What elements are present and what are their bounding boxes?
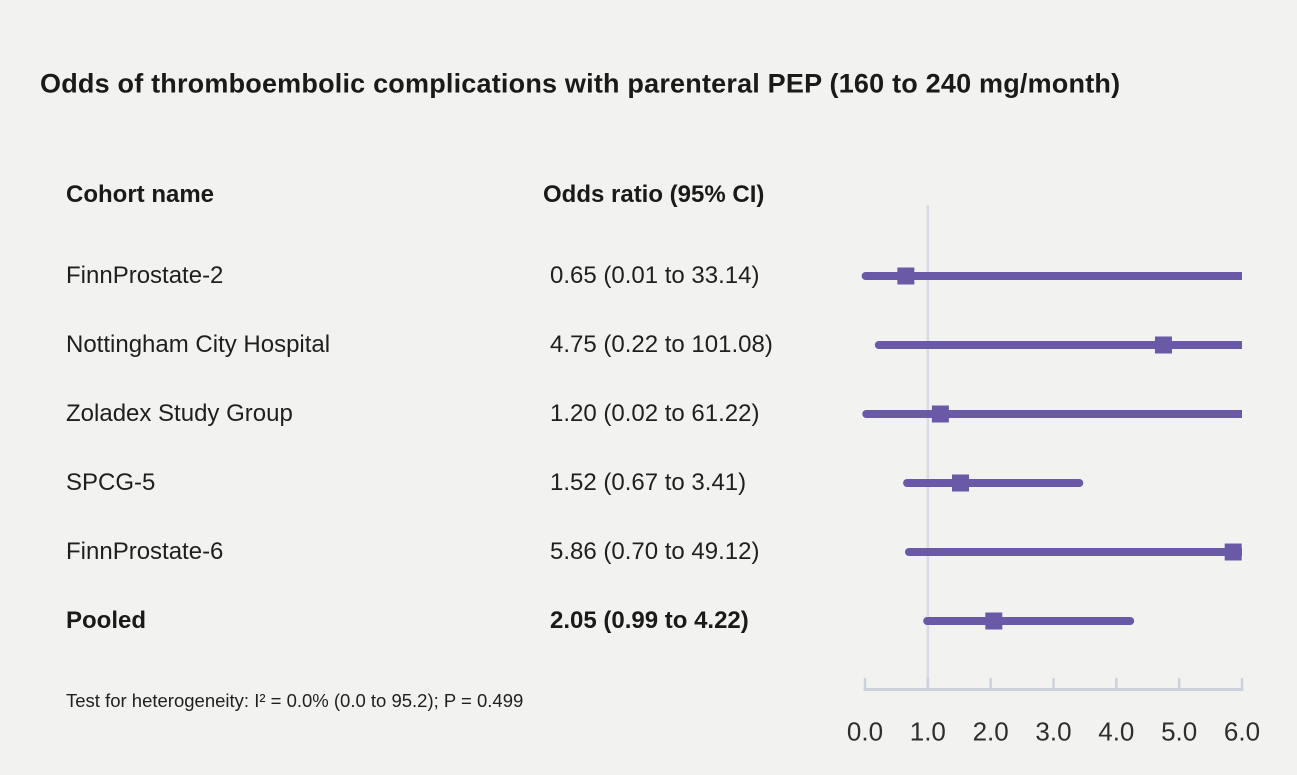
odds-ratio-value: 1.20 (0.02 to 61.22) bbox=[550, 400, 760, 427]
odds-ratio-marker bbox=[931, 405, 949, 423]
ci-line-cap bbox=[861, 272, 870, 280]
ci-line-cap bbox=[862, 410, 871, 418]
odds-ratio-value: 5.86 (0.70 to 49.12) bbox=[550, 538, 760, 565]
x-axis-tick-label: 0.0 bbox=[846, 716, 884, 747]
x-axis-tick-label: 4.0 bbox=[1098, 716, 1135, 747]
odds-ratio-marker bbox=[1154, 336, 1172, 354]
cohort-label: FinnProstate-6 bbox=[66, 538, 224, 565]
x-axis-tick-label: 6.0 bbox=[1223, 716, 1261, 747]
odds-ratio-value: 2.05 (0.99 to 4.22) bbox=[550, 607, 749, 634]
odds-ratio-marker bbox=[897, 267, 915, 285]
ci-line-cap bbox=[1075, 479, 1084, 487]
cohort-label: Pooled bbox=[66, 607, 147, 634]
ci-line-cap bbox=[923, 617, 932, 625]
x-axis-tick-label: 1.0 bbox=[909, 716, 946, 747]
ci-line-cap bbox=[1126, 617, 1135, 625]
x-axis-tick-label: 3.0 bbox=[1035, 716, 1072, 747]
ci-line-cap bbox=[874, 341, 883, 349]
cohort-label: SPCG-5 bbox=[66, 469, 156, 496]
odds-ratio-value: 4.75 (0.22 to 101.08) bbox=[550, 331, 773, 358]
x-axis-tick-label: 2.0 bbox=[972, 716, 1009, 747]
odds-ratio-marker bbox=[985, 612, 1003, 630]
cohort-label: Nottingham City Hospital bbox=[66, 331, 331, 358]
odds-ratio-value: 0.65 (0.01 to 33.14) bbox=[550, 262, 760, 289]
x-axis-tick-label: 5.0 bbox=[1161, 716, 1198, 747]
chart-title: Odds of thromboembolic complications wit… bbox=[40, 68, 1121, 99]
cohort-label: Zoladex Study Group bbox=[66, 400, 293, 427]
column-header-cohort: Cohort name bbox=[66, 181, 215, 208]
ci-line-cap bbox=[904, 548, 913, 556]
cohort-label: FinnProstate-2 bbox=[66, 262, 224, 289]
heterogeneity-note: Test for heterogeneity: I² = 0.0% (0.0 t… bbox=[66, 690, 524, 711]
odds-ratio-value: 1.52 (0.67 to 3.41) bbox=[550, 469, 747, 496]
odds-ratio-marker bbox=[1224, 543, 1242, 561]
odds-ratio-marker bbox=[952, 474, 970, 492]
column-header-odds-ratio: Odds ratio (95% CI) bbox=[543, 181, 765, 208]
ci-line-cap bbox=[903, 479, 912, 487]
